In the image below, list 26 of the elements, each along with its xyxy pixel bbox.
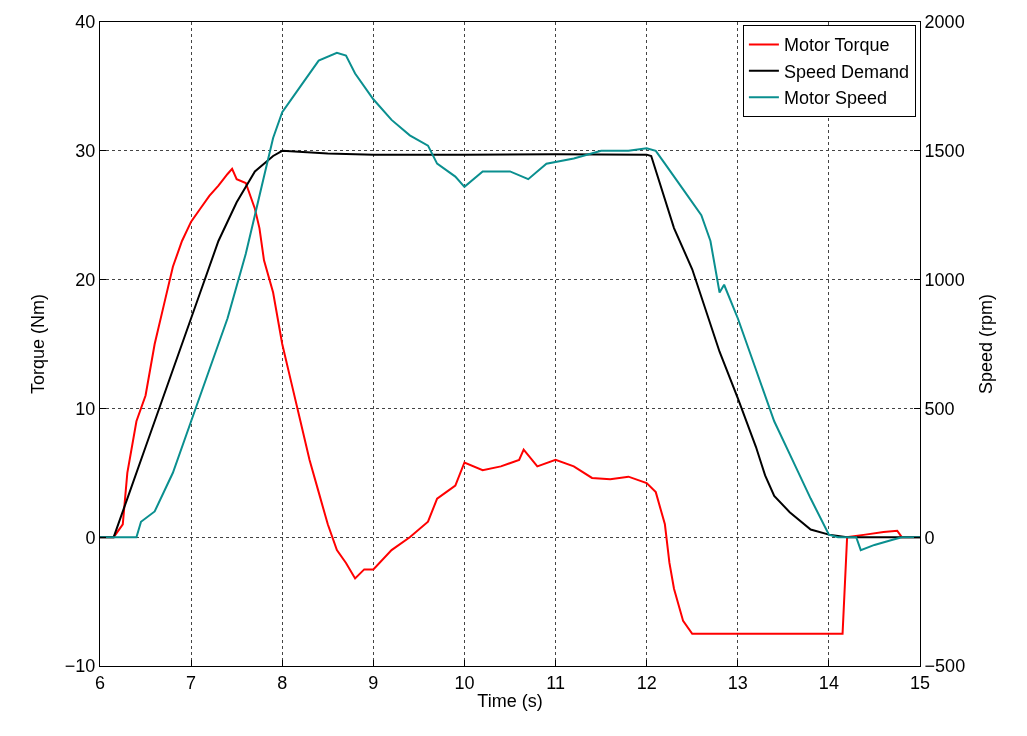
- x-tick-label: 14: [818, 672, 839, 693]
- x-tick-label: 7: [186, 672, 197, 693]
- x-tick-label: 10: [454, 672, 475, 693]
- x-tick-label: 13: [727, 672, 748, 693]
- y2-tick-label: 500: [924, 398, 955, 419]
- y-tick-label: 20: [75, 269, 96, 290]
- y-tick-label: 10: [75, 398, 96, 419]
- y-tick-label: 30: [75, 141, 96, 162]
- x-axis-title: Time (s): [477, 690, 543, 711]
- y2-tick-label: 1000: [924, 269, 965, 290]
- y-axis-title: Torque (Nm): [28, 293, 49, 395]
- y2-tick-label: 2000: [924, 12, 965, 33]
- legend-label: Motor Speed: [783, 88, 887, 109]
- y-tick-label: −10: [64, 656, 96, 677]
- x-tick-label: 11: [546, 672, 565, 693]
- y2-tick-label: 1500: [924, 141, 965, 162]
- legend-label: Speed Demand: [783, 61, 909, 82]
- x-tick-label: 6: [94, 672, 106, 693]
- x-tick-label: 8: [277, 672, 288, 693]
- y2-tick-label: 0: [924, 527, 935, 548]
- x-tick-label: 9: [368, 672, 379, 693]
- x-tick-label: 12: [636, 672, 657, 693]
- y-tick-label: 0: [85, 527, 96, 548]
- y-tick-label: 40: [75, 12, 96, 33]
- legend-label: Motor Torque: [783, 35, 890, 56]
- y2-axis-title: Speed (rpm): [976, 293, 997, 395]
